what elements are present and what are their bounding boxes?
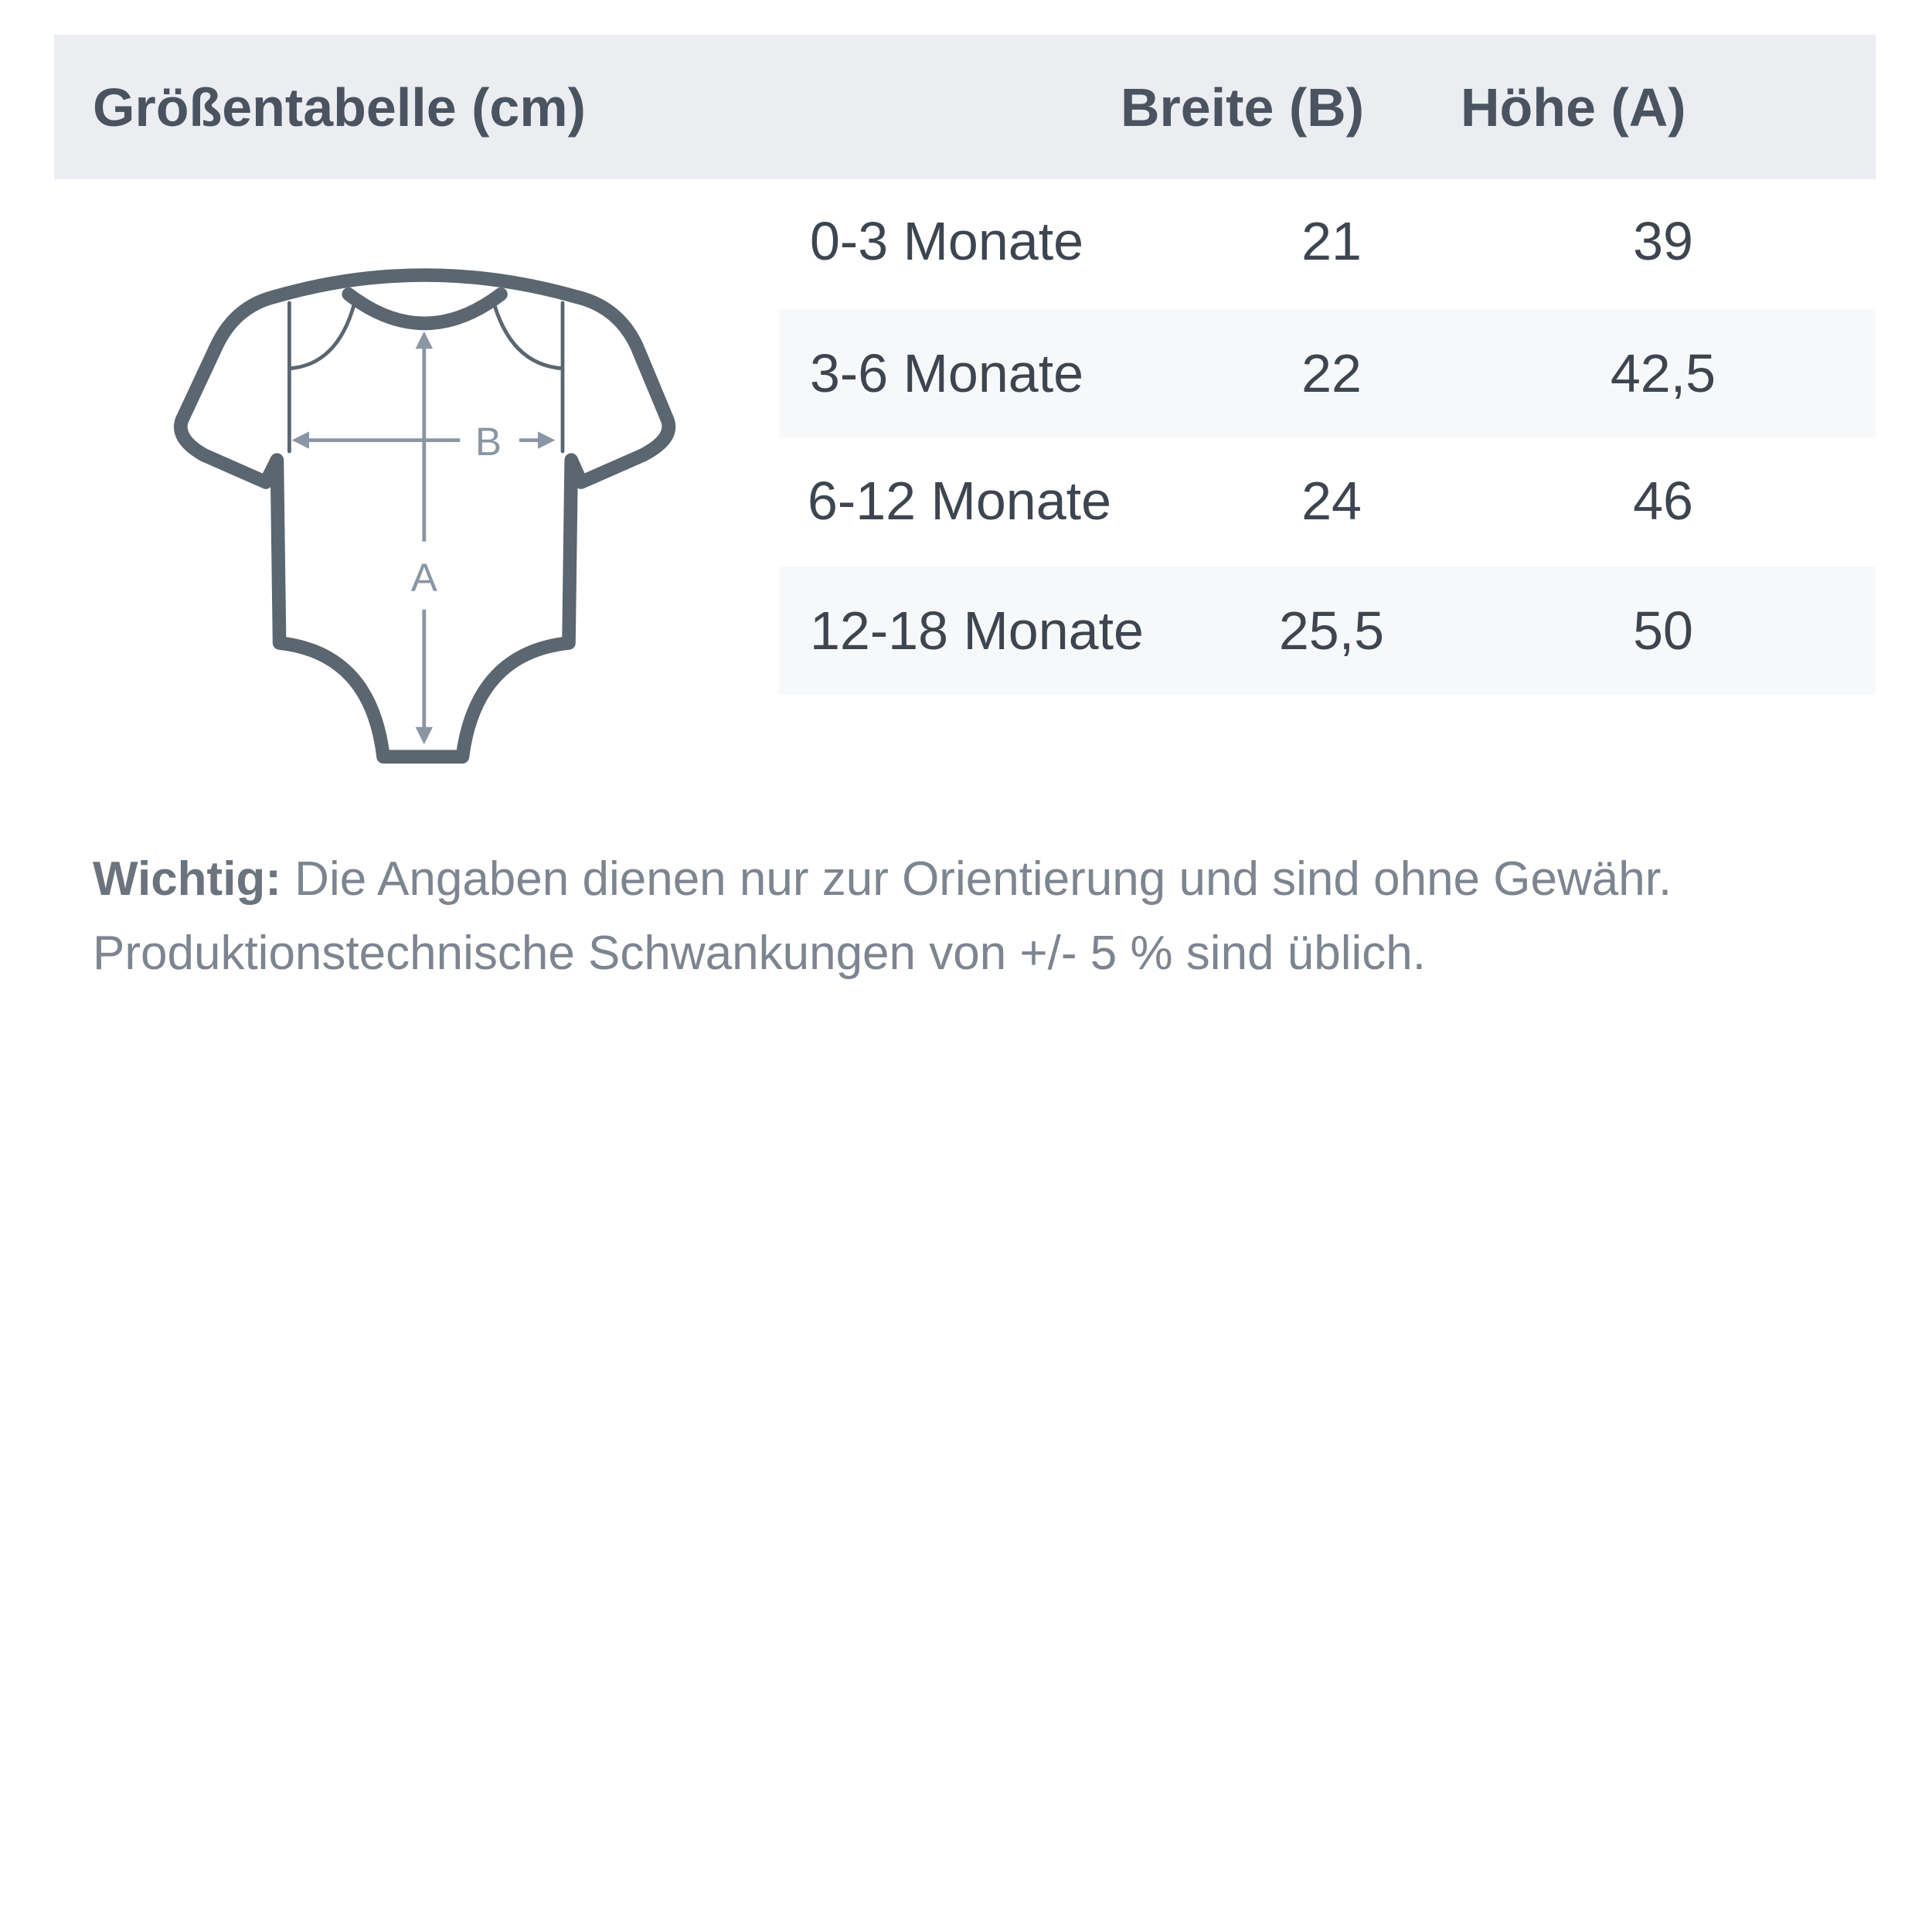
width-value: 21	[1301, 211, 1362, 271]
table-row: 12-18 Monate 25,5 50	[779, 566, 1876, 695]
size-label: 0-3 Monate	[810, 211, 1084, 271]
note-bold: Wichtig:	[93, 852, 281, 906]
width-marker-label: B	[475, 420, 502, 464]
height-marker-label: A	[411, 556, 438, 600]
table-header: Größentabelle (cm) Breite (B) Höhe (A)	[54, 35, 1876, 179]
table-row: 0-3 Monate 21 39	[779, 177, 1876, 305]
width-value: 24	[1301, 471, 1362, 531]
column-header-height: Höhe (A)	[1461, 77, 1686, 138]
width-value: 25,5	[1278, 600, 1385, 661]
height-value: 50	[1633, 600, 1693, 661]
disclaimer-note: Wichtig: Die Angaben dienen nur zur Orie…	[93, 842, 1870, 991]
size-label: 3-6 Monate	[810, 343, 1084, 403]
table-row: 3-6 Monate 22 42,5	[779, 309, 1876, 437]
height-value: 42,5	[1610, 343, 1716, 403]
size-label: 6-12 Monate	[808, 471, 1112, 531]
note-line1: Die Angaben dienen nur zur Orientierung …	[281, 852, 1672, 906]
table-title: Größentabelle (cm)	[93, 77, 586, 138]
table-row: 6-12 Monate 24 46	[779, 437, 1876, 565]
height-value: 39	[1633, 211, 1693, 271]
size-label: 12-18 Monate	[810, 600, 1144, 661]
note-line2: Produktionstechnische Schwankungen von +…	[93, 927, 1426, 980]
width-value: 22	[1301, 343, 1362, 403]
column-header-width: Breite (B)	[1121, 77, 1365, 138]
height-value: 46	[1633, 471, 1693, 531]
